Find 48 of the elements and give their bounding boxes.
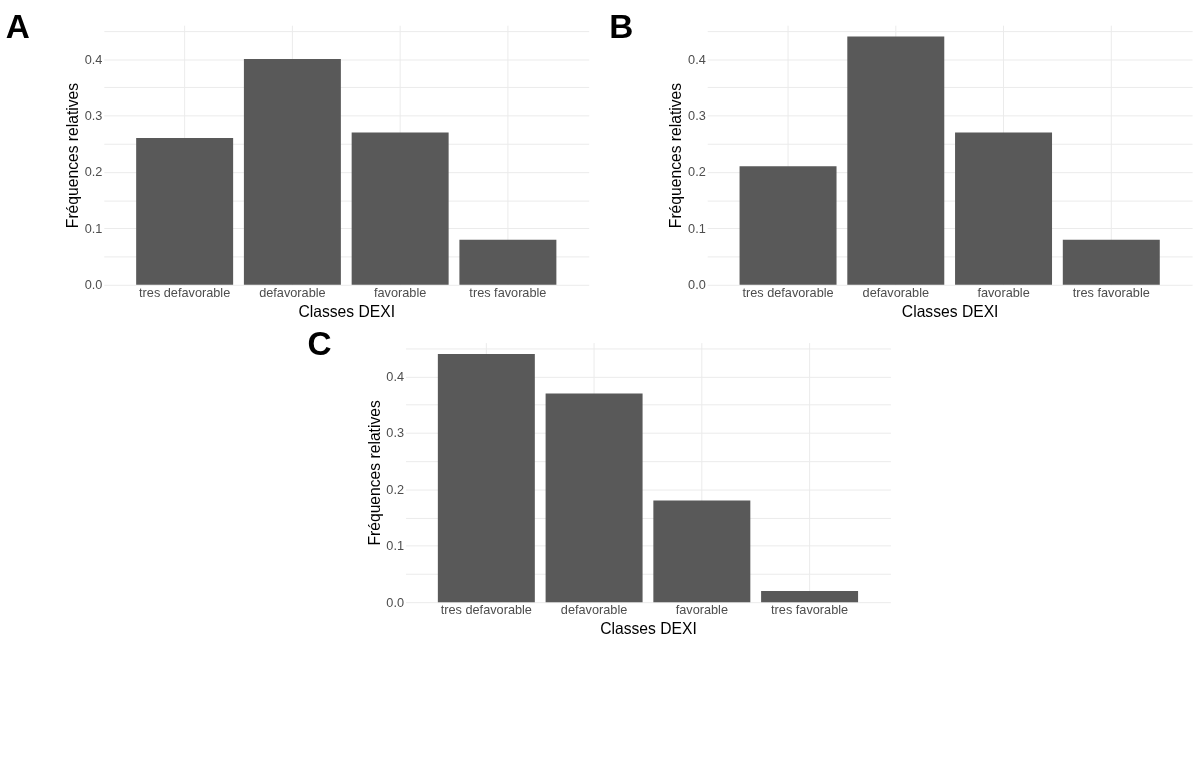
y-tick-label: 0.3 — [386, 425, 405, 441]
y-tick-label: 0.4 — [386, 368, 405, 384]
x-axis-title: Classes DEXI — [901, 302, 999, 320]
x-tick-label: defavorable — [560, 602, 628, 618]
x-tick-label: favorable — [373, 285, 427, 301]
bar — [351, 132, 449, 285]
y-tick-label: 0.0 — [84, 277, 103, 293]
bar — [437, 353, 535, 603]
bar — [243, 59, 341, 285]
y-tick-label: 0.2 — [84, 164, 103, 180]
bar — [955, 132, 1053, 285]
x-axis-title: Classes DEXI — [600, 620, 697, 638]
bar — [847, 36, 945, 285]
bar — [761, 590, 859, 603]
chart-title: B — [609, 7, 634, 45]
y-tick-label: 0.4 — [688, 51, 706, 67]
x-tick-label: tres defavorable — [440, 602, 532, 618]
y-tick-label: 0.1 — [386, 538, 405, 554]
x-tick-label: tres favorable — [771, 602, 849, 618]
y-tick-label: 0.3 — [84, 107, 103, 123]
x-axis-title: Classes DEXI — [298, 302, 396, 320]
x-tick-label: favorable — [675, 602, 729, 618]
y-axis-title: Fréquences relatives — [365, 400, 383, 546]
y-tick-label: 0.0 — [688, 277, 706, 293]
bar — [136, 138, 234, 285]
x-tick-label: tres defavorable — [139, 285, 231, 301]
bar — [739, 166, 837, 285]
y-tick-label: 0.4 — [84, 51, 103, 67]
bar — [653, 500, 751, 603]
x-tick-label: tres favorable — [1072, 285, 1150, 301]
y-tick-label: 0.2 — [688, 164, 706, 180]
chart-title: A — [5, 7, 30, 45]
x-tick-label: defavorable — [862, 285, 930, 301]
bar — [545, 393, 643, 603]
y-tick-label: 0.2 — [386, 481, 405, 497]
bar — [459, 239, 557, 285]
y-tick-label: 0.1 — [84, 220, 103, 236]
y-axis-title: Fréquences relatives — [667, 82, 685, 229]
x-tick-label: tres defavorable — [742, 285, 834, 301]
x-tick-label: tres favorable — [469, 285, 547, 301]
bar — [1062, 239, 1160, 285]
y-tick-label: 0.1 — [688, 220, 706, 236]
chart-title: C — [307, 325, 332, 363]
y-tick-label: 0.0 — [386, 594, 405, 610]
y-tick-label: 0.3 — [688, 107, 706, 123]
y-axis-title: Fréquences relatives — [63, 82, 81, 229]
x-tick-label: defavorable — [259, 285, 326, 301]
x-tick-label: favorable — [977, 285, 1030, 301]
